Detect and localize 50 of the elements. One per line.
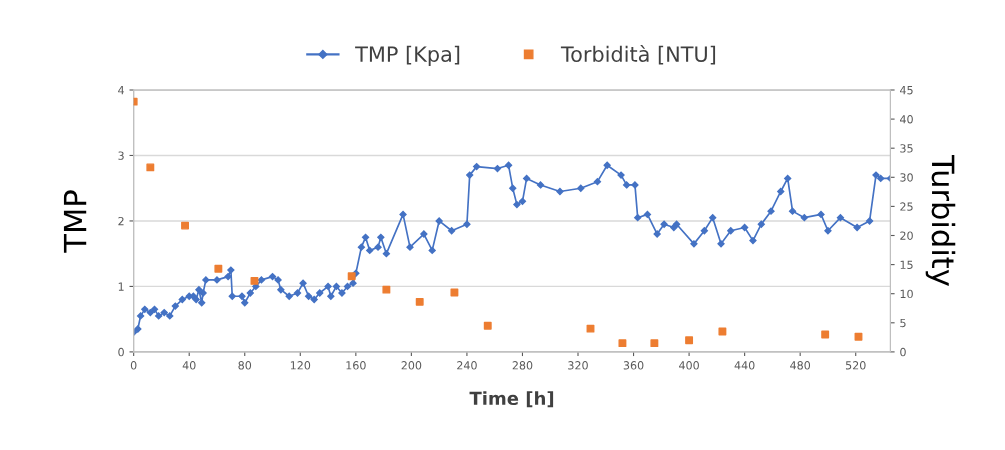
point [586,324,595,333]
legend-label: Torbidità [NTU] [560,45,716,65]
point [854,332,863,341]
legend-label: TMP [Kpa] [355,45,460,67]
y2-tick-label: 25 [900,202,913,211]
y-tick-label: 2 [118,216,124,226]
x-tick-label: 0 [130,361,137,370]
point [415,297,424,306]
y2-tick-label: 40 [900,115,913,124]
x-tick-label: 80 [238,361,252,370]
x-tick-label: 160 [346,361,366,370]
y2-tick-label: 45 [900,86,913,95]
y2-tick-label: 5 [900,318,906,328]
point [685,336,694,345]
x-tick-label: 400 [679,361,699,370]
x-tick-label: 200 [401,361,422,370]
x-tick-label: 240 [457,361,477,370]
x-tick-label: 120 [290,361,311,370]
x-tick-label: 40 [182,361,196,370]
y2-tick-label: 0 [900,347,906,357]
x-tick-label: 480 [790,361,811,370]
point [618,339,627,348]
y2-tick-label: 15 [900,260,913,269]
x-tick-label: 440 [734,361,755,370]
y-tick-label: 1 [118,282,124,291]
point [382,285,391,294]
y-tick-label: 4 [118,86,125,95]
point [250,276,259,285]
x-tick-label: 280 [512,361,533,370]
point [146,163,155,172]
point [650,339,659,348]
point [347,272,356,281]
x-tick-label: 520 [845,361,866,370]
y2-tick-label: 10 [900,289,913,299]
point [483,321,492,330]
point [214,264,223,273]
y2-axis-title: Turbidity [925,154,956,286]
y-tick-label: 0 [118,347,124,357]
point [821,330,830,339]
y2-tick-label: 30 [900,173,913,182]
y2-tick-label: 35 [900,144,913,153]
point [181,221,189,230]
x-tick-label: 360 [623,361,644,370]
y2-tick-label: 20 [900,231,913,240]
x-axis-title: Time [h] [469,391,554,408]
point [718,327,727,336]
y-axis-title: TMP [63,190,87,253]
point [450,288,459,297]
y-tick-label: 3 [118,151,124,160]
x-tick-label: 320 [568,361,588,370]
